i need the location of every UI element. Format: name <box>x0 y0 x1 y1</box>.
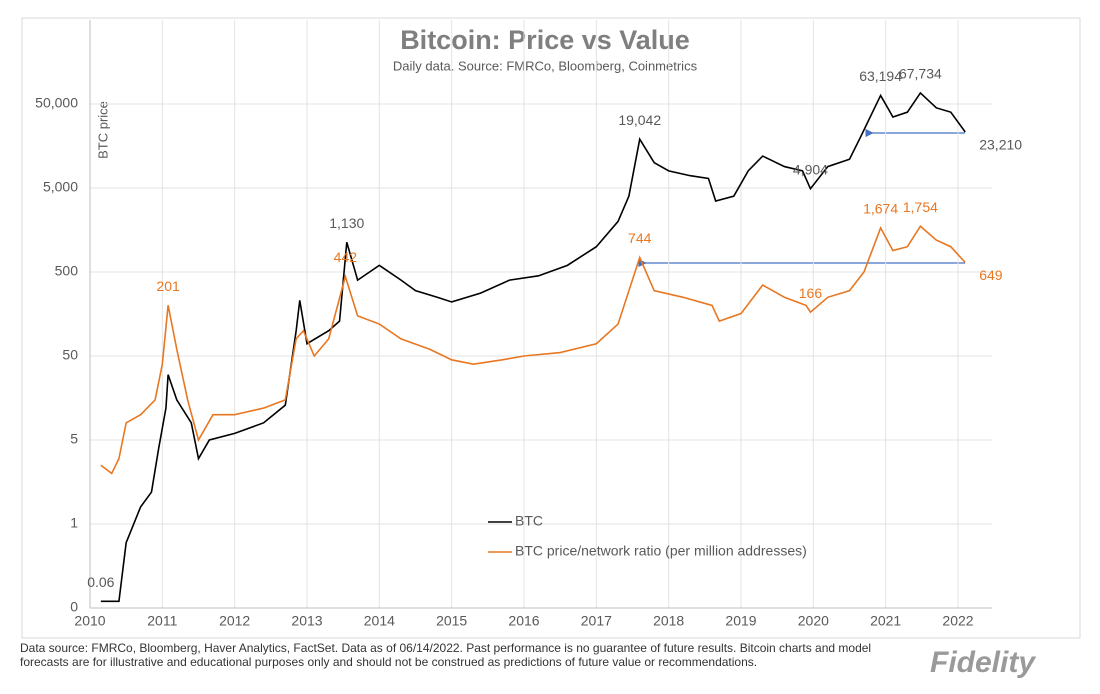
data-label: 4,904 <box>793 161 828 177</box>
series-line <box>100 225 966 475</box>
data-label: 63,194 <box>859 68 902 84</box>
y-tick-label: 0 <box>70 599 78 615</box>
data-label: 649 <box>979 267 1003 283</box>
data-label: 744 <box>628 230 652 246</box>
x-tick-label: 2021 <box>870 613 901 629</box>
data-label: 19,042 <box>618 112 661 128</box>
x-tick-label: 2019 <box>725 613 756 629</box>
x-tick-label: 2022 <box>942 613 973 629</box>
data-label: 166 <box>799 285 823 301</box>
x-tick-label: 2011 <box>147 613 177 629</box>
data-label: 67,734 <box>899 66 942 82</box>
footnote: Data source: FMRCo, Bloomberg, Haver Ana… <box>20 641 872 669</box>
y-axis-label: BTC price <box>95 101 110 159</box>
y-tick-label: 5 <box>70 431 78 447</box>
x-tick-label: 2013 <box>291 613 322 629</box>
x-tick-label: 2016 <box>508 613 539 629</box>
legend-label: BTC price/network ratio (per million add… <box>515 543 807 559</box>
data-label: 201 <box>156 278 180 294</box>
x-tick-label: 2010 <box>74 613 105 629</box>
y-tick-label: 5,000 <box>43 179 78 195</box>
data-label: 0.06 <box>87 574 114 590</box>
chart-title: Bitcoin: Price vs Value <box>400 25 690 55</box>
series-line <box>100 91 966 603</box>
data-label: 1,130 <box>329 215 364 231</box>
y-tick-label: 500 <box>55 263 79 279</box>
data-label: 23,210 <box>979 137 1022 153</box>
brand-logo: Fidelity <box>930 646 1036 679</box>
y-tick-label: 1 <box>70 515 78 531</box>
x-tick-label: 2015 <box>436 613 467 629</box>
legend-label: BTC <box>515 513 543 529</box>
y-tick-label: 50,000 <box>35 95 78 111</box>
chart-frame <box>21 17 1081 639</box>
y-tick-label: 50 <box>62 347 78 363</box>
data-label: 1,754 <box>903 199 938 215</box>
chart-subtitle: Daily data. Source: FMRCo, Bloomberg, Co… <box>393 58 698 73</box>
x-tick-label: 2020 <box>798 613 829 629</box>
x-tick-label: 2018 <box>653 613 684 629</box>
x-tick-label: 2017 <box>581 613 612 629</box>
x-tick-label: 2012 <box>219 613 250 629</box>
x-tick-label: 2014 <box>364 613 395 629</box>
data-label: 1,674 <box>863 201 898 217</box>
chart: Bitcoin: Price vs Value Daily data. Sour… <box>21 17 1081 639</box>
data-label: 442 <box>334 249 358 265</box>
